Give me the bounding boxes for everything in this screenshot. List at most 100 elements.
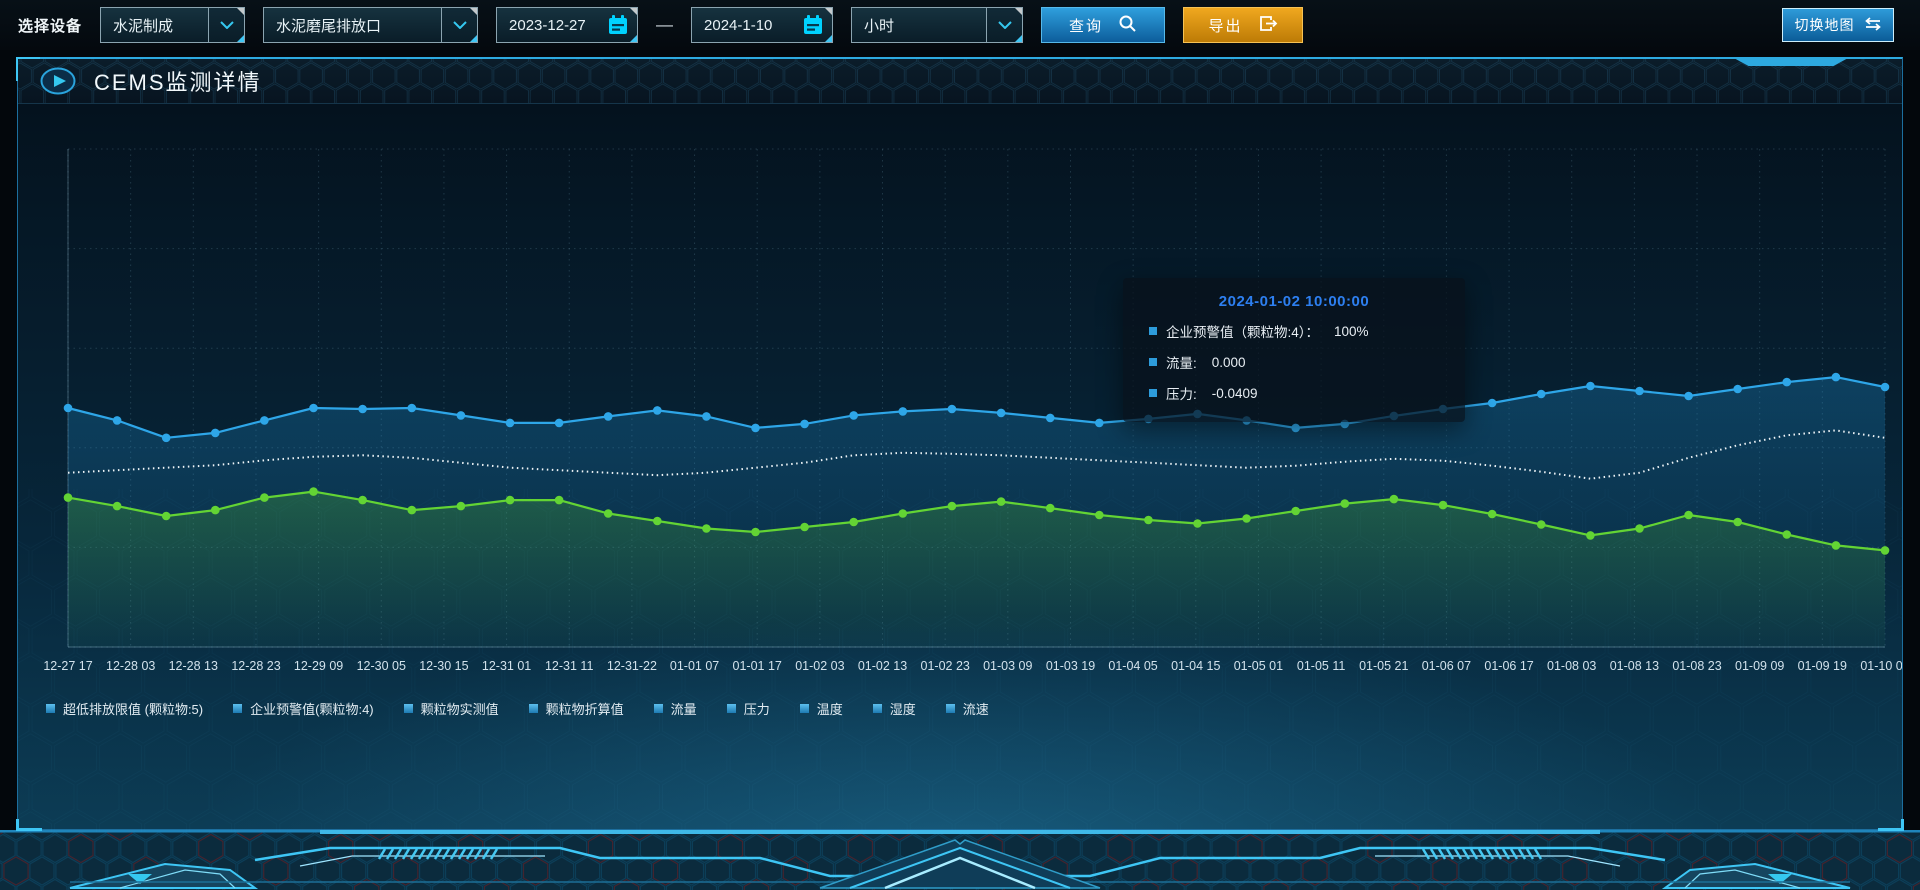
x-axis-label: 12-31-22 bbox=[607, 659, 657, 673]
legend-marker-icon bbox=[528, 704, 538, 713]
line-chart[interactable]: 12-27 17 12-28 03 12-28 13 12-28 23 12-29 09… bbox=[18, 104, 1902, 689]
end-date-input[interactable]: 2024-1-10 bbox=[691, 7, 834, 43]
legend-label: 颗粒物实测值 bbox=[420, 702, 499, 717]
data-point bbox=[1340, 499, 1350, 508]
data-point bbox=[554, 418, 564, 428]
switch-map-label: 切换地图 bbox=[1794, 17, 1855, 33]
x-axis-label: 01-06 07 bbox=[1422, 659, 1471, 673]
chart-legend: 超低排放限值 (颗粒物:5) 企业预警值(颗粒物:4) 颗粒物实测值 颗粒物折算值 流量… bbox=[46, 699, 989, 718]
interval-select[interactable]: 小时 bbox=[851, 7, 1024, 43]
calendar-icon bbox=[599, 8, 637, 42]
chart-tooltip: 2024-01-02 10:00:00 企业预警值（颗粒物:4）： 100% 流量:… bbox=[1123, 278, 1465, 422]
data-point bbox=[407, 403, 417, 413]
chevron-down-icon bbox=[986, 8, 1023, 42]
legend-item[interactable]: 流速 bbox=[945, 699, 989, 718]
tooltip-row-label: 企业预警值（颗粒物:4）： bbox=[1166, 325, 1320, 340]
data-point bbox=[947, 404, 957, 414]
tooltip-series-marker-icon bbox=[1149, 389, 1157, 397]
x-axis-label: 01-02 03 bbox=[795, 659, 844, 673]
data-point bbox=[1536, 389, 1546, 399]
x-axis-label: 12-31 11 bbox=[545, 659, 593, 673]
legend-item[interactable]: 企业预警值(颗粒物:4) bbox=[233, 699, 374, 718]
legend-label: 颗粒物折算值 bbox=[545, 702, 624, 717]
tooltip-series-marker-icon bbox=[1149, 327, 1157, 335]
x-axis-label: 12-29 09 bbox=[294, 659, 343, 673]
data-point bbox=[947, 501, 957, 511]
legend-marker-icon bbox=[872, 704, 882, 713]
data-point bbox=[1193, 519, 1202, 528]
data-point bbox=[309, 403, 318, 413]
legend-item[interactable]: 超低排放限值 (颗粒物:5) bbox=[46, 699, 203, 718]
x-axis-label: 01-08 23 bbox=[1672, 659, 1721, 673]
legend-item[interactable]: 颗粒物实测值 bbox=[403, 699, 499, 718]
query-button[interactable]: 查询 bbox=[1041, 7, 1166, 43]
data-point bbox=[1782, 377, 1792, 387]
data-point bbox=[1438, 500, 1448, 510]
x-axis-label: 12-27 17 bbox=[43, 659, 92, 673]
data-point bbox=[260, 416, 269, 425]
legend-marker-icon bbox=[726, 704, 736, 713]
data-point bbox=[112, 416, 122, 425]
legend-item[interactable]: 温度 bbox=[799, 699, 843, 718]
outlet-select[interactable]: 水泥磨尾排放口 bbox=[263, 7, 479, 43]
data-point bbox=[260, 493, 269, 502]
series-green-solid-line bbox=[63, 487, 1890, 647]
export-button-label: 导出 bbox=[1208, 17, 1243, 35]
data-point bbox=[1291, 506, 1300, 516]
data-point bbox=[407, 505, 417, 515]
data-point bbox=[849, 517, 858, 527]
switch-map-button[interactable]: 切换地图 bbox=[1782, 8, 1894, 42]
legend-marker-icon bbox=[403, 704, 413, 713]
data-point bbox=[898, 509, 908, 518]
x-axis-label: 12-31 01 bbox=[482, 659, 531, 673]
x-axis-label: 12-28 03 bbox=[106, 659, 155, 673]
data-point bbox=[1045, 503, 1055, 513]
tooltip-row-value: -0.0409 bbox=[1211, 385, 1258, 401]
x-axis-label: 01-10 05 bbox=[1860, 659, 1902, 673]
data-point bbox=[358, 404, 367, 414]
query-button-label: 查询 bbox=[1069, 17, 1104, 35]
data-point bbox=[112, 501, 122, 511]
data-point bbox=[1586, 531, 1595, 540]
data-point bbox=[505, 495, 515, 505]
panel-top-notch-accent bbox=[1732, 57, 1850, 66]
data-point bbox=[554, 495, 564, 505]
legend-item[interactable]: 压力 bbox=[726, 699, 770, 718]
hexagon-pattern bbox=[18, 59, 1902, 103]
tooltip-rows: 企业预警值（颗粒物:4）： 100% 流量: 0.000 压力: -0.0409 bbox=[1123, 321, 1465, 403]
bottom-decoration bbox=[0, 830, 1920, 890]
panel-corner-accent bbox=[16, 819, 42, 831]
data-point bbox=[1782, 530, 1792, 539]
legend-marker-icon bbox=[799, 704, 809, 713]
x-axis-label: 01-03 19 bbox=[1046, 659, 1095, 673]
x-axis-label: 12-28 23 bbox=[231, 659, 280, 673]
data-point bbox=[161, 433, 171, 443]
data-point bbox=[63, 493, 73, 502]
legend-item[interactable]: 湿度 bbox=[872, 699, 916, 718]
panel-title: CEMS监测详情 bbox=[94, 70, 262, 95]
data-point bbox=[1880, 382, 1890, 392]
legend-item[interactable]: 颗粒物折算值 bbox=[528, 699, 624, 718]
legend-marker-icon bbox=[653, 704, 663, 713]
data-point bbox=[456, 501, 466, 511]
legend-item[interactable]: 流量 bbox=[653, 699, 697, 718]
export-button[interactable]: 导出 bbox=[1183, 7, 1304, 43]
legend-marker-icon bbox=[945, 704, 955, 713]
device-type-select[interactable]: 水泥制成 bbox=[100, 7, 246, 43]
x-axis-label: 12-28 13 bbox=[169, 659, 218, 673]
calendar-icon bbox=[794, 8, 832, 42]
data-point bbox=[751, 423, 760, 433]
start-date-input[interactable]: 2023-12-27 bbox=[496, 7, 639, 43]
data-point bbox=[653, 406, 662, 415]
x-axis-label: 01-03 09 bbox=[983, 659, 1032, 673]
legend-label: 压力 bbox=[743, 702, 770, 717]
data-point bbox=[456, 411, 466, 420]
tooltip-row: 企业预警值（颗粒物:4）： 100% bbox=[1149, 321, 1465, 341]
data-point bbox=[1291, 423, 1300, 433]
data-point bbox=[1684, 510, 1693, 520]
data-point bbox=[603, 412, 613, 421]
tooltip-row: 压力: -0.0409 bbox=[1149, 383, 1465, 403]
panel-corner-accent bbox=[16, 57, 40, 81]
data-point bbox=[1684, 391, 1693, 401]
data-point bbox=[1095, 510, 1104, 520]
